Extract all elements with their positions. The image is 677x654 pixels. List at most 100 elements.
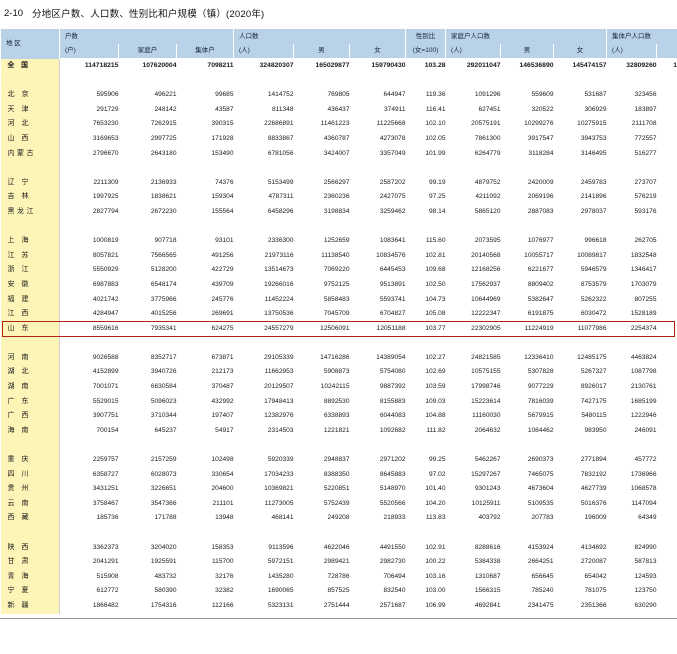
data-cell[interactable]: 491256	[176, 248, 234, 264]
data-cell[interactable]: 325170	[656, 555, 677, 570]
data-cell[interactable]: 587813	[606, 555, 657, 570]
data-cell[interactable]: 155564	[176, 204, 234, 220]
data-cell[interactable]: 1092682	[349, 423, 406, 439]
data-cell[interactable]: 204600	[176, 482, 234, 497]
data-cell[interactable]: 1703079	[606, 277, 657, 293]
data-cell[interactable]: 8753579	[553, 277, 607, 293]
data-cell[interactable]: 102.91	[405, 540, 446, 556]
data-cell[interactable]: 2827794	[59, 204, 119, 220]
data-cell[interactable]: 137359	[656, 423, 677, 439]
data-cell[interactable]: 6028073	[118, 467, 177, 483]
data-cell[interactable]: 43587	[176, 102, 234, 118]
data-cell[interactable]: 2643180	[118, 146, 177, 162]
data-cell[interactable]: 8926017	[553, 380, 607, 395]
table-row[interactable]: 贵 州 3431251 3226651 204600 10369821 5220851 51…	[0, 482, 677, 497]
data-cell[interactable]: 218933	[349, 511, 406, 526]
data-cell[interactable]: 1222946	[606, 409, 657, 424]
region-cell[interactable]: 天 津	[0, 102, 60, 118]
data-cell[interactable]: 5946579	[553, 263, 607, 278]
table-row[interactable]: 江 苏 8057821 7566565 491256 21973116 11138540 1…	[0, 248, 677, 264]
data-cell[interactable]: 4015256	[118, 307, 177, 322]
data-cell[interactable]: 1528189	[606, 307, 657, 322]
region-cell[interactable]: 甘 肃	[0, 555, 60, 570]
table-row[interactable]: 重 庆 2259757 2157259 102498 5920339 2948837 297…	[0, 453, 677, 468]
data-cell[interactable]: 99.25	[405, 453, 446, 468]
data-cell[interactable]: 7832192	[553, 467, 607, 483]
data-cell[interactable]: 2351366	[553, 598, 607, 614]
data-cell[interactable]: 12506091	[293, 321, 350, 337]
data-cell[interactable]: 1754316	[118, 598, 177, 614]
data-cell[interactable]: 311751	[656, 204, 677, 220]
region-cell[interactable]: 新 疆	[0, 598, 60, 614]
data-cell[interactable]: 153490	[176, 146, 234, 162]
data-cell[interactable]: 10055717	[500, 248, 554, 264]
table-row[interactable]: 陕 西 3362373 3204020 158353 9113596 4622046 449…	[0, 540, 677, 556]
data-cell[interactable]: 5679915	[500, 409, 554, 424]
data-cell[interactable]: 101.40	[405, 482, 446, 497]
region-cell[interactable]: 安 徽	[0, 277, 60, 293]
data-cell[interactable]: 8645883	[349, 467, 406, 483]
data-cell[interactable]: 1690065	[233, 584, 294, 599]
data-cell[interactable]: 5520566	[349, 496, 406, 512]
data-cell[interactable]: 769805	[293, 88, 350, 103]
region-cell[interactable]: 青 海	[0, 569, 60, 585]
data-cell[interactable]: 24821585	[445, 350, 501, 366]
data-cell[interactable]: 72285	[656, 584, 677, 599]
data-cell[interactable]: 145474157	[553, 58, 607, 74]
data-cell[interactable]: 4284947	[59, 307, 119, 322]
data-cell[interactable]: 6264779	[445, 146, 501, 162]
data-cell[interactable]: 2041291	[59, 555, 119, 570]
data-cell[interactable]: 2360236	[293, 190, 350, 205]
data-cell[interactable]: 2420009	[500, 175, 554, 191]
data-cell[interactable]: 1566315	[445, 584, 501, 599]
data-cell[interactable]: 171788	[118, 511, 177, 526]
data-cell[interactable]: 3940726	[118, 365, 177, 381]
data-cell[interactable]: 14389054	[349, 350, 406, 366]
data-cell[interactable]: 101.99	[405, 146, 446, 162]
data-cell[interactable]: 658978	[656, 409, 677, 424]
data-cell[interactable]: 5109535	[500, 496, 554, 512]
data-cell[interactable]: 24557279	[233, 321, 294, 337]
data-cell[interactable]: 97.02	[405, 467, 446, 483]
data-cell[interactable]: 103.28	[405, 58, 446, 74]
data-cell[interactable]: 1147094	[606, 496, 657, 512]
data-cell[interactable]: 4153924	[500, 540, 554, 556]
data-cell[interactable]: 113.83	[405, 511, 446, 526]
table-row[interactable]: 福 建 4021742 3775966 245776 11452224 5858483 55…	[0, 292, 677, 308]
data-cell[interactable]: 2982730	[349, 555, 406, 570]
data-cell[interactable]: 1866482	[59, 598, 119, 614]
data-cell[interactable]: 3146495	[553, 146, 607, 162]
region-cell[interactable]: 浙 江	[0, 263, 60, 278]
data-cell[interactable]: 1165386	[656, 380, 677, 395]
data-cell[interactable]: 207783	[500, 511, 554, 526]
data-cell[interactable]: 3259462	[349, 204, 406, 220]
data-cell[interactable]: 6445453	[349, 263, 406, 278]
region-cell[interactable]: 海 南	[0, 423, 60, 439]
region-cell[interactable]: 河 南	[0, 350, 60, 366]
data-cell[interactable]: 11077986	[553, 321, 607, 337]
data-cell[interactable]: 5593741	[349, 292, 406, 308]
data-cell[interactable]: 11138540	[293, 248, 350, 264]
data-cell[interactable]: 17948413	[233, 394, 294, 410]
data-cell[interactable]: 13750536	[233, 307, 294, 322]
data-cell[interactable]: 5920339	[233, 453, 294, 468]
table-row[interactable]: 海 南 700154 645237 54917 2314503 1221821 109268…	[0, 423, 677, 439]
data-cell[interactable]: 2336300	[233, 234, 294, 249]
data-cell[interactable]: 6987883	[59, 277, 119, 293]
data-cell[interactable]: 3226651	[118, 482, 177, 497]
data-cell[interactable]: 4021742	[59, 292, 119, 308]
data-cell[interactable]: 9752125	[293, 277, 350, 293]
data-cell[interactable]: 10275915	[553, 117, 607, 132]
data-cell[interactable]: 2341475	[500, 598, 554, 614]
data-cell[interactable]: 10369821	[233, 482, 294, 497]
region-cell[interactable]: 广 西	[0, 409, 60, 424]
data-cell[interactable]: 8388350	[293, 467, 350, 483]
data-cell[interactable]: 907718	[118, 234, 177, 249]
data-cell[interactable]: 11224919	[500, 321, 554, 337]
data-cell[interactable]: 2566297	[293, 175, 350, 191]
data-cell[interactable]: 3424007	[293, 146, 350, 162]
data-cell[interactable]: 8352717	[118, 350, 177, 366]
data-cell[interactable]: 5153499	[233, 175, 294, 191]
table-row[interactable]: 江 西 4284947 4015256 269691 13750536 7045709 67…	[0, 307, 677, 322]
data-cell[interactable]: 212173	[176, 365, 234, 381]
